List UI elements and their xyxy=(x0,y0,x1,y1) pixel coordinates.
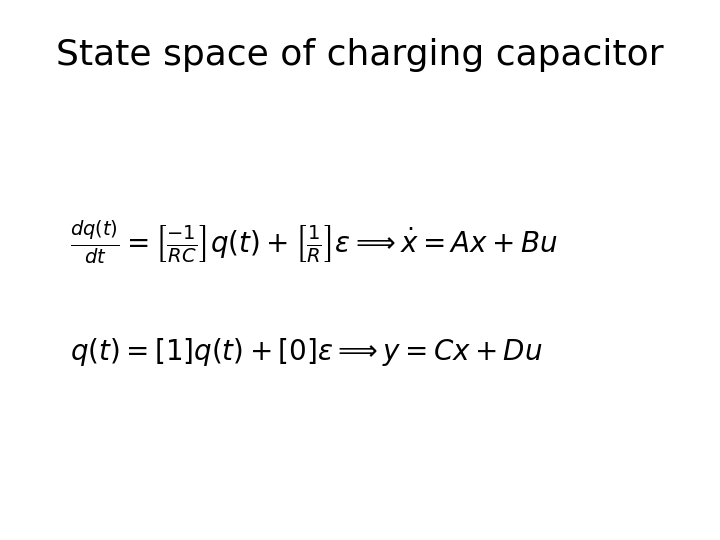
Text: $q(t) = [1]q(t)+[0]\varepsilon \Longrightarrow y = Cx + Du$: $q(t) = [1]q(t)+[0]\varepsilon \Longrigh… xyxy=(71,336,543,368)
Text: State space of charging capacitor: State space of charging capacitor xyxy=(56,38,664,72)
Text: $\frac{dq(t)}{dt} = \left[\frac{-1}{RC}\right]q(t)+\left[\frac{1}{R}\right]\vare: $\frac{dq(t)}{dt} = \left[\frac{-1}{RC}\… xyxy=(71,219,558,266)
